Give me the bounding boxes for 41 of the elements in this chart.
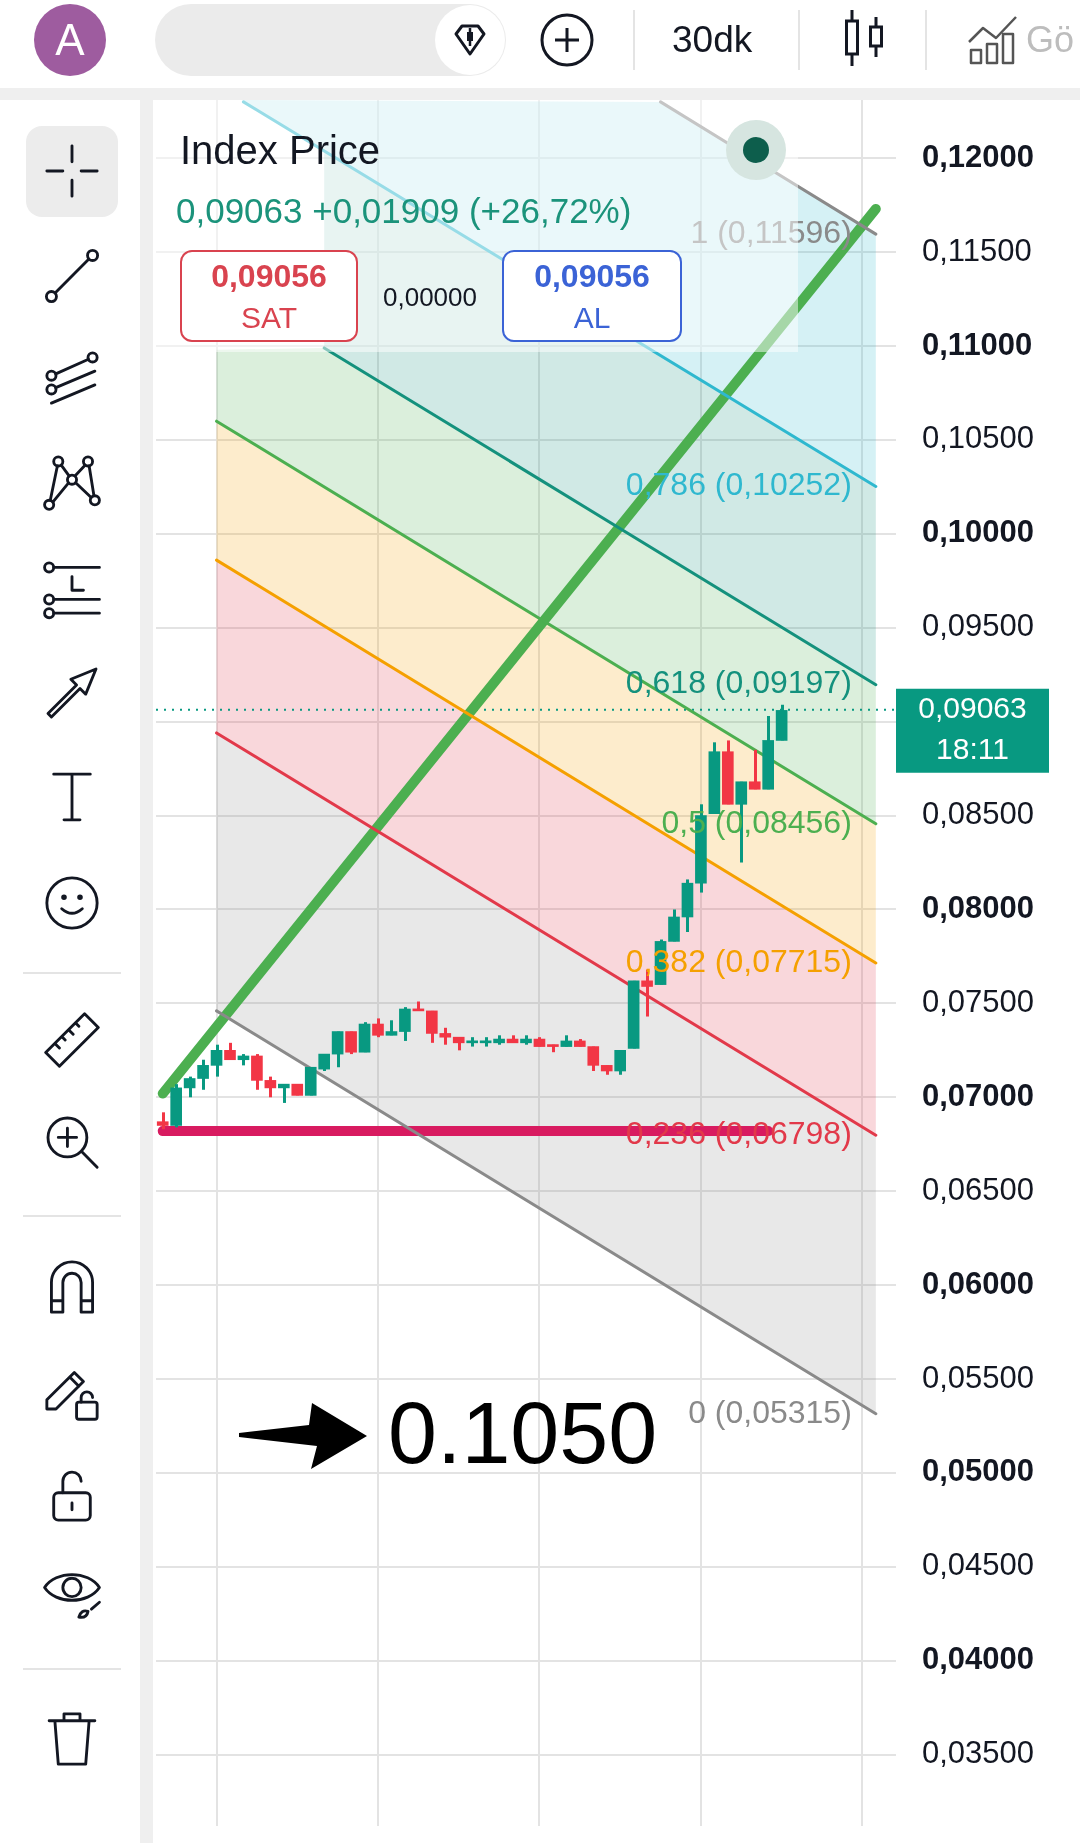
- y-tick-label: 0,11000: [922, 326, 1033, 362]
- y-tick-label: 0,05500: [922, 1359, 1035, 1395]
- annotation: 0,00000: [383, 281, 477, 312]
- y-tick-label: 0,05000: [922, 1453, 1035, 1489]
- annotation: 0,09056: [211, 258, 327, 295]
- candlestick: [277, 1083, 290, 1103]
- y-tick-label: 0,04000: [922, 1641, 1035, 1677]
- y-tick-label: 0,10000: [922, 514, 1035, 550]
- y-tick-label: 0,09500: [922, 608, 1035, 644]
- y-tick-label: 0,06500: [922, 1171, 1035, 1207]
- series-label: 0 (0,05315): [688, 1393, 852, 1430]
- candlestick: [372, 1018, 384, 1039]
- ref-line-label: 0,09063 18:11: [918, 691, 1027, 766]
- y-tick-label: 0,06000: [922, 1265, 1035, 1301]
- candlestick: [345, 1031, 357, 1056]
- annotation: 0,09056: [534, 258, 650, 295]
- y-tick-label: 0,08500: [922, 796, 1035, 832]
- text: 30dk: [672, 18, 753, 61]
- text: A: [55, 14, 85, 65]
- y-tick-label: 0,04500: [922, 1547, 1035, 1583]
- text: Gö: [1026, 19, 1075, 61]
- annotation: AL: [573, 300, 611, 334]
- candlestick: [197, 1059, 209, 1090]
- y-tick-label: 0,12000: [922, 138, 1035, 174]
- text: 0,09063 +0,01909 (+26,72%): [176, 190, 632, 231]
- y-tick-label: 0,07500: [922, 983, 1035, 1019]
- y-tick-label: 0,10500: [922, 420, 1035, 456]
- y-tick-label: 0,07000: [922, 1077, 1035, 1113]
- candlestick: [183, 1076, 196, 1098]
- candlestick: [264, 1076, 277, 1098]
- candlestick: [331, 1031, 344, 1069]
- y-tick-label: 0,08000: [922, 890, 1035, 926]
- candlestick: [210, 1044, 223, 1077]
- annotation: SAT: [240, 300, 298, 334]
- text: Index Price: [180, 128, 381, 172]
- annotation: 0.1050: [388, 1382, 658, 1482]
- y-tick-label: 0,03500: [922, 1735, 1035, 1771]
- candlestick: [748, 748, 761, 790]
- y-tick-label: 0,11500: [922, 232, 1032, 268]
- candlestick: [399, 1007, 411, 1041]
- candlestick: [614, 1050, 627, 1075]
